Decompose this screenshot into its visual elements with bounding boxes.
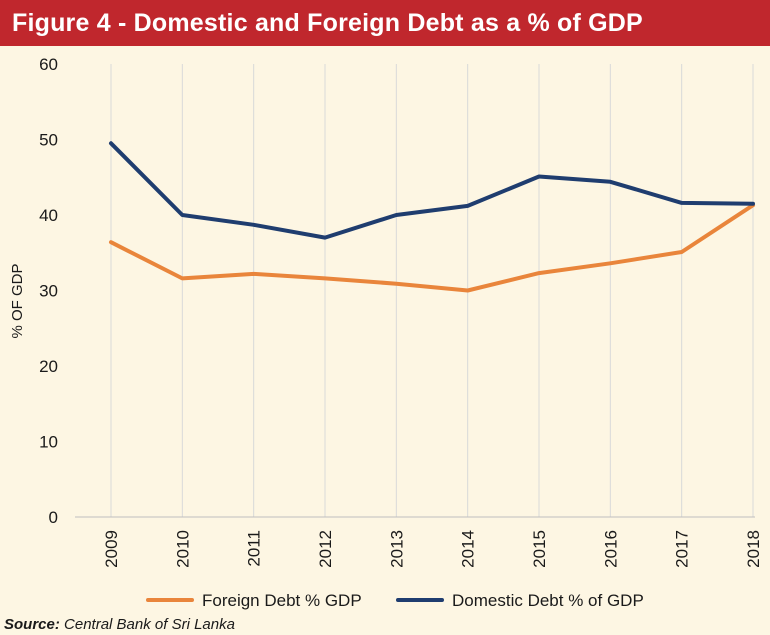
y-tick-label: 20 (39, 357, 58, 376)
x-tick-label: 2010 (173, 530, 192, 568)
series-line-domestic-debt (109, 141, 755, 240)
x-tick-label: 2012 (316, 530, 335, 568)
legend: Foreign Debt % GDP Domestic Debt % of GDP (146, 591, 644, 610)
source-note: Source: Central Bank of Sri Lanka (4, 616, 235, 633)
x-tick-label: 2014 (459, 530, 478, 568)
y-tick-label: 50 (39, 131, 58, 150)
y-tick-label: 60 (39, 55, 58, 74)
chart-area: 0 10 20 30 40 50 60 2009 2010 2011 2012 2013 2014 20… (0, 46, 770, 614)
x-tick-label: 2017 (673, 530, 692, 568)
y-tick-label: 10 (39, 433, 58, 452)
series-line-foreign-debt (109, 203, 755, 293)
x-tick-label: 2011 (245, 530, 264, 567)
x-tick-label: 2009 (102, 530, 121, 568)
y-tick-label: 40 (39, 206, 58, 225)
y-axis-label: % OF GDP (9, 263, 26, 338)
source-text: Central Bank of Sri Lanka (64, 616, 235, 633)
x-tick-label: 2016 (601, 530, 620, 568)
series-lines (109, 141, 755, 293)
source-label: Source: (4, 616, 60, 633)
y-tick-label: 30 (39, 282, 58, 301)
chart-title: Figure 4 - Domestic and Foreign Debt as … (12, 8, 643, 37)
y-tick-label: 0 (49, 508, 58, 527)
x-tick-label: 2015 (530, 530, 549, 568)
x-tick-label: 2013 (387, 530, 406, 568)
y-tick-labels: 0 10 20 30 40 50 60 (39, 55, 58, 527)
x-tick-label: 2018 (744, 530, 763, 568)
legend-label: Domestic Debt % of GDP (452, 591, 644, 610)
title-bar: Figure 4 - Domestic and Foreign Debt as … (0, 0, 770, 46)
legend-label: Foreign Debt % GDP (202, 591, 362, 610)
gridlines (110, 64, 754, 517)
x-tick-labels: 2009 2010 2011 2012 2013 2014 2015 2016 2017 2018 (102, 530, 763, 568)
